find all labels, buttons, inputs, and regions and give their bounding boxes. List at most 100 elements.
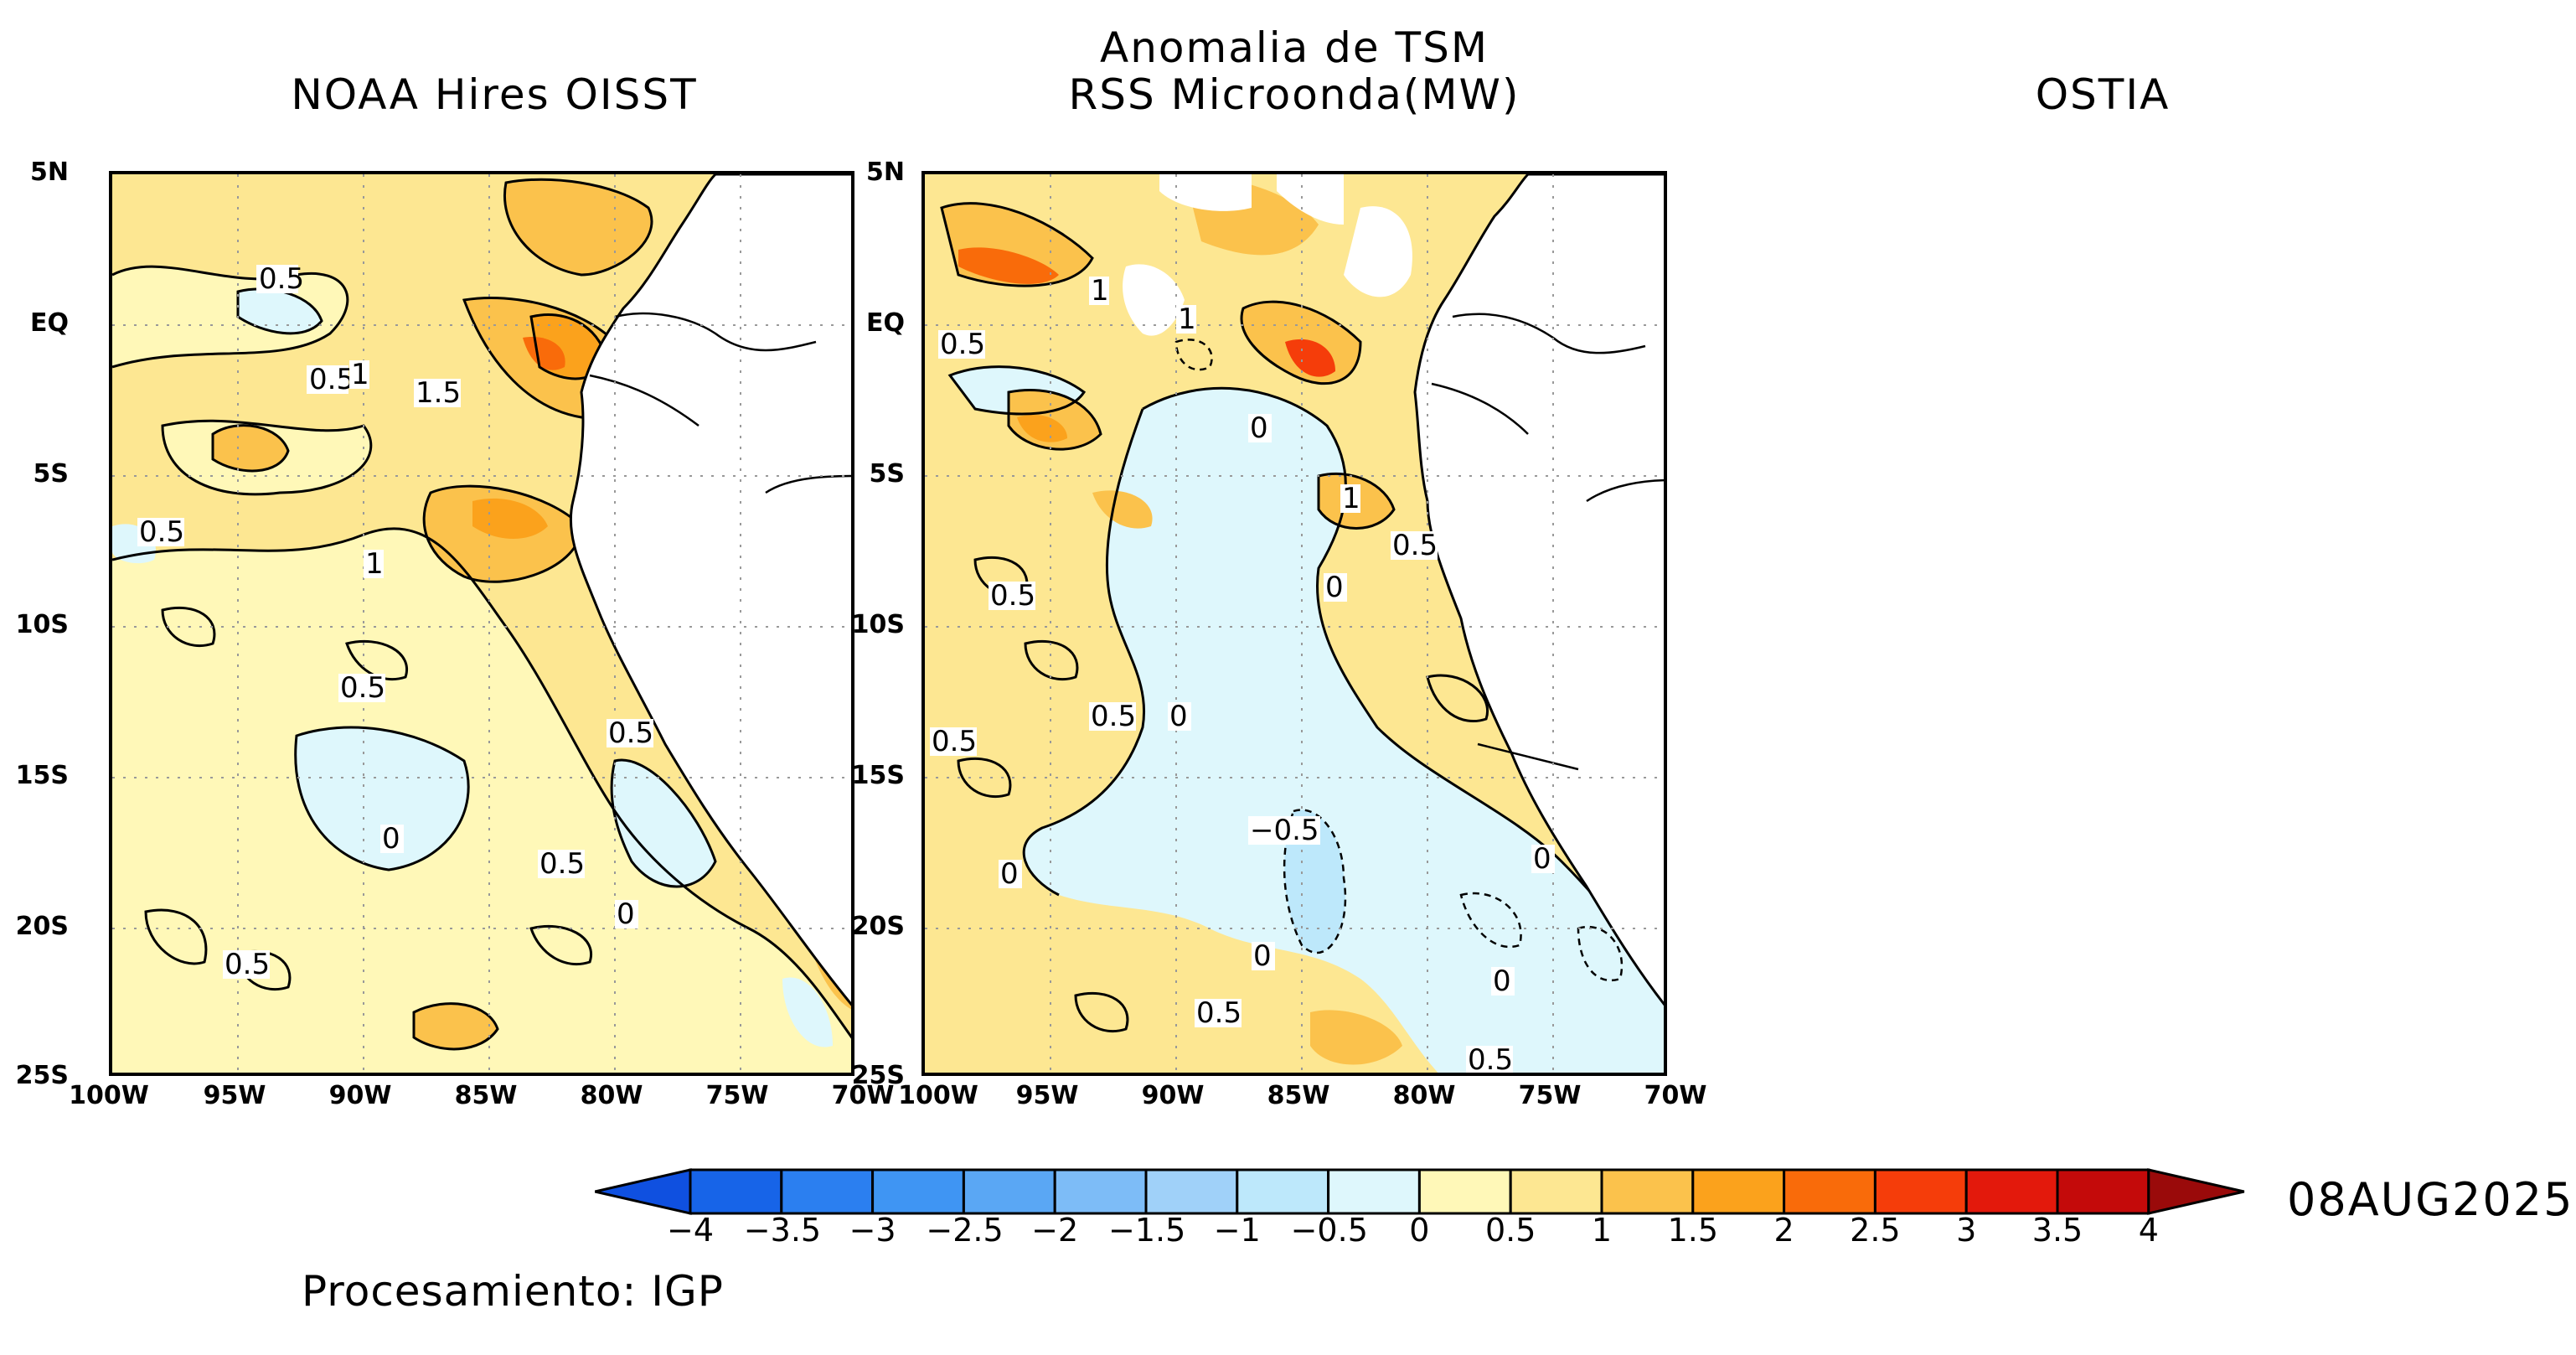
lon-tick: 70W (1644, 1081, 1707, 1110)
lat-tick: 25S (851, 1061, 905, 1090)
lat-tick: 5S (33, 459, 69, 489)
lon-tick: 100W (69, 1081, 149, 1110)
contour-label: 0.5 (1196, 996, 1242, 1030)
colorbar-segment (1053, 1168, 1148, 1215)
lat-tick: 5N (866, 158, 905, 187)
lon-tick: 90W (1141, 1081, 1205, 1110)
colorbar-segment (1873, 1168, 1968, 1215)
colorbar-segment (1236, 1168, 1330, 1215)
lon-tick: 85W (454, 1081, 518, 1110)
colorbar-segment (1417, 1168, 1512, 1215)
contour-label: 0 (1000, 857, 1019, 891)
lat-tick: 15S (15, 761, 69, 790)
lat-tick: 20S (851, 912, 905, 941)
contour-label: 0.5 (340, 671, 385, 705)
colorbar-segment (2056, 1168, 2150, 1215)
map-panel-noaa: 0.5 0.5 1 1.5 0.5 1 0.5 0.5 0 0.5 0 0.5 (109, 171, 854, 1076)
lon-tick: 80W (1392, 1081, 1456, 1110)
colorbar-high-extend (2147, 1168, 2245, 1215)
lon-tick: 70W (831, 1081, 895, 1110)
colorbar-tick-label: 2.5 (1850, 1212, 1901, 1249)
colorbar-tick-label: −0.5 (1290, 1212, 1368, 1249)
contour-label: 0.5 (932, 725, 977, 758)
colorbar-tick-label: −3 (849, 1212, 896, 1249)
lon-tick: 95W (203, 1081, 266, 1110)
contour-label: 0.5 (1091, 700, 1136, 733)
colorbar-segment (1144, 1168, 1239, 1215)
contour-label: 0 (1169, 700, 1188, 733)
contour-label: 0 (382, 822, 400, 856)
contour-label: 0.5 (259, 262, 304, 296)
lon-tick: 90W (328, 1081, 392, 1110)
lon-tick: 85W (1267, 1081, 1330, 1110)
anomaly-map-rss: 1 0.5 1 0 1 0.5 0 0.5 0.5 0 0.5 −0.5 0 0… (925, 174, 1664, 1076)
contour-label: 1.5 (416, 376, 461, 410)
lon-tick: 95W (1015, 1081, 1079, 1110)
colorbar-segment (1783, 1168, 1877, 1215)
colorbar-tick-label: −2.5 (926, 1212, 1004, 1249)
colorbar-segment (1509, 1168, 1603, 1215)
contour-label: 0 (1253, 939, 1272, 973)
contour-label: 0 (1493, 965, 1511, 998)
contour-label: 1 (1342, 482, 1360, 515)
colorbar-tick-label: 3.5 (2031, 1212, 2083, 1249)
contour-label: 0.5 (940, 328, 985, 361)
colorbar-tick-label: −1 (1213, 1212, 1261, 1249)
contour-label: 0.5 (990, 579, 1035, 613)
contour-label: 0.5 (139, 515, 184, 549)
colorbar-segment (1327, 1168, 1421, 1215)
title-rss: RSS Microonda(MW) (1068, 70, 1520, 119)
contour-label: 0 (1325, 571, 1344, 604)
contour-label: 0.5 (608, 716, 653, 750)
lat-tick: EQ (866, 308, 905, 338)
contour-label: 0.5 (225, 948, 270, 981)
colorbar (595, 1168, 2245, 1215)
contour-label: 0.5 (1468, 1043, 1513, 1076)
contour-label: 0 (1250, 411, 1268, 445)
colorbar-tick-label: −2 (1031, 1212, 1079, 1249)
colorbar-tick-label: 0.5 (1484, 1212, 1536, 1249)
colorbar-segment (871, 1168, 965, 1215)
date-label: 08AUG2025 (2287, 1173, 2574, 1226)
colorbar-tick-label: 2 (1773, 1212, 1794, 1249)
colorbar-tick-label: −3.5 (743, 1212, 822, 1249)
lon-tick: 80W (580, 1081, 643, 1110)
colorbar-tick-label: 1.5 (1667, 1212, 1719, 1249)
colorbar-segment (1691, 1168, 1786, 1215)
title-noaa: NOAA Hires OISST (291, 70, 698, 119)
contour-label: 0 (1533, 842, 1551, 876)
anomaly-map-noaa: 0.5 0.5 1 1.5 0.5 1 0.5 0.5 0 0.5 0 0.5 (112, 174, 851, 1073)
lat-tick: 20S (15, 912, 69, 941)
processing-credit: Procesamiento: IGP (302, 1267, 724, 1316)
colorbar-tick-label: 1 (1591, 1212, 1613, 1249)
colorbar-segment (1964, 1168, 2059, 1215)
colorbar-segment (780, 1168, 875, 1215)
lat-tick: 25S (15, 1061, 69, 1090)
lon-tick: 75W (1518, 1081, 1582, 1110)
lon-tick: 75W (705, 1081, 769, 1110)
lat-tick: 5N (30, 158, 69, 187)
colorbar-tick-label: 4 (2138, 1212, 2159, 1249)
contour-label: 0 (617, 897, 635, 931)
colorbar-tick-label: 3 (1956, 1212, 1977, 1249)
colorbar-tick-label: −4 (666, 1212, 715, 1249)
lat-tick: 15S (851, 761, 905, 790)
contour-label: 1 (1178, 303, 1196, 336)
lat-tick: 10S (15, 610, 69, 639)
contour-label: 1 (365, 547, 384, 581)
contour-label: 1 (351, 358, 369, 391)
lon-tick: 100W (898, 1081, 978, 1110)
colorbar-segment (1600, 1168, 1695, 1215)
lat-tick: 10S (851, 610, 905, 639)
colorbar-tick-label: −1.5 (1108, 1212, 1186, 1249)
contour-label: 0.5 (1392, 529, 1438, 562)
title-ostia: OSTIA (2035, 70, 2171, 119)
contour-label: 0.5 (309, 363, 354, 396)
colorbar-low-extend (595, 1168, 692, 1215)
colorbar-segment (962, 1168, 1056, 1215)
contour-label: −0.5 (1250, 814, 1319, 847)
lat-tick: 5S (869, 459, 905, 489)
colorbar-segment (689, 1168, 783, 1215)
contour-label: 1 (1091, 274, 1109, 308)
colorbar-tick-label: 0 (1409, 1212, 1430, 1249)
